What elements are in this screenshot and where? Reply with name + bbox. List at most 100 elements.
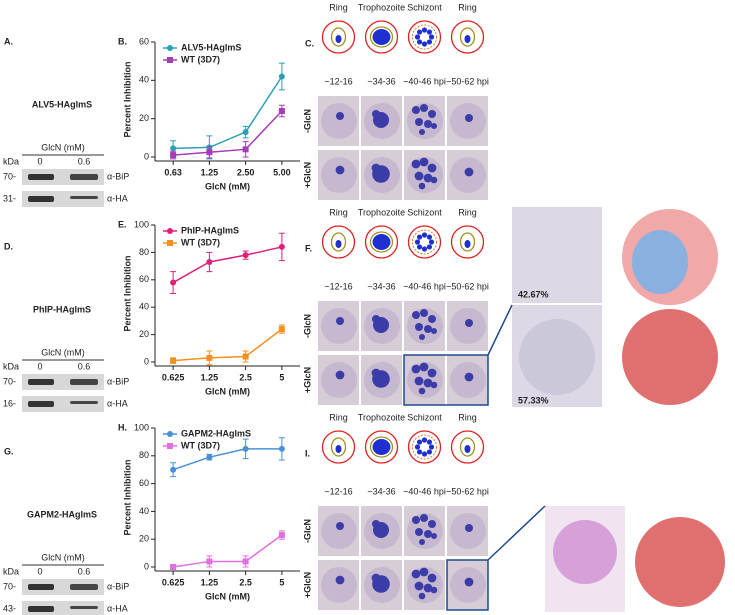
- stain: [419, 567, 429, 577]
- kda-marker: 16-: [3, 398, 16, 408]
- parasite-icon: [464, 445, 471, 453]
- panel-label: F.: [305, 243, 312, 253]
- marker: [242, 252, 249, 259]
- stain: [424, 530, 432, 538]
- parasite-icon: [372, 234, 391, 250]
- pv-icon: [369, 436, 394, 458]
- cartoon-rbc: [622, 309, 718, 405]
- micrograph: [447, 96, 488, 146]
- merozoite-icon: [416, 29, 423, 35]
- merozoite-icon: [426, 29, 433, 35]
- parasite-icon: [464, 240, 471, 248]
- stain: [419, 539, 425, 545]
- x-tick-label: 0.625: [162, 372, 185, 382]
- x-tick-label: 1.25: [201, 577, 219, 587]
- legend-marker: [167, 431, 173, 437]
- stain: [465, 319, 473, 327]
- percent-label: 42.67%: [518, 289, 549, 299]
- marker: [242, 129, 249, 136]
- marker: [170, 279, 177, 286]
- pv-icon: [459, 232, 476, 252]
- stage-label: Ring: [458, 412, 477, 422]
- marker: [206, 354, 213, 361]
- stage-label: Ring: [329, 207, 348, 217]
- stain: [430, 176, 438, 184]
- strain-name: ALV5-HAglmS: [32, 99, 92, 109]
- panel-label: G.: [4, 446, 14, 456]
- rbc-icon: [407, 430, 442, 464]
- pv-icon: [412, 434, 437, 460]
- y-tick-label: 80: [139, 450, 149, 460]
- blot: [22, 169, 104, 185]
- band: [70, 606, 98, 609]
- x-tick-label: 5: [279, 577, 284, 587]
- kda-marker: 31-: [3, 193, 16, 203]
- lane-label: 0: [37, 156, 42, 166]
- y-axis-label: Percent Inhibition: [122, 459, 132, 535]
- merozoite-icon: [414, 34, 421, 40]
- stain: [412, 516, 420, 524]
- legend-marker: [167, 228, 173, 234]
- merozoite-icon: [421, 451, 428, 457]
- marker: [278, 532, 285, 539]
- legend-label: ALV5-HAglmS: [181, 42, 241, 52]
- y-tick-label: 100: [134, 422, 149, 432]
- merozoite-icon: [426, 39, 433, 45]
- x-tick-label: 5.00: [273, 167, 291, 177]
- stain: [420, 104, 428, 112]
- y-tick-label: 100: [134, 219, 149, 229]
- panel-label: C.: [305, 38, 314, 48]
- x-tick-label: 2.50: [237, 167, 255, 177]
- stage-label: Trophozoite: [358, 2, 405, 12]
- merozoite-icon: [421, 27, 428, 33]
- x-axis-label: GlcN (mM): [205, 181, 250, 191]
- stain: [372, 520, 380, 528]
- parasite-icon: [335, 35, 342, 43]
- stage-label: Ring: [458, 207, 477, 217]
- stain: [427, 368, 437, 378]
- stain: [464, 372, 474, 382]
- stain: [336, 112, 344, 120]
- legend-marker: [167, 45, 173, 51]
- micrograph: [404, 506, 445, 556]
- y-tick-label: 60: [139, 478, 149, 488]
- stain: [420, 309, 428, 317]
- micrograph: [361, 150, 402, 200]
- zoom-rbc: [519, 319, 595, 395]
- kda-label: kDa: [3, 566, 19, 576]
- parasite-icon: [335, 445, 342, 453]
- micrograph: [404, 150, 445, 200]
- stain: [336, 317, 344, 325]
- blot: [22, 579, 104, 595]
- stage-label: Schizont: [407, 2, 442, 12]
- kda-marker: 70-: [3, 171, 16, 181]
- lane-label: 0: [37, 361, 42, 371]
- parasite-icon: [372, 439, 391, 455]
- micrograph: [318, 96, 359, 146]
- callout: [403, 304, 513, 406]
- strain-name: PhIP-HAglmS: [33, 304, 91, 314]
- time-label: ~40-46 hpi: [403, 76, 446, 86]
- time-label: ~34-36: [367, 281, 395, 291]
- stain: [424, 120, 432, 128]
- percent-label: 57.33%: [518, 395, 549, 405]
- parasite-icon: [372, 29, 391, 45]
- merozoite-icon: [428, 239, 435, 245]
- band: [28, 174, 54, 180]
- legend-marker: [167, 240, 173, 246]
- merozoite-icon: [416, 449, 423, 455]
- x-tick-label: 1.25: [201, 372, 219, 382]
- merozoite-icon: [428, 444, 435, 450]
- y-tick-label: 0: [144, 151, 149, 161]
- y-tick-label: 20: [139, 113, 149, 123]
- stage-label: Ring: [329, 2, 348, 12]
- pv-icon: [369, 231, 394, 253]
- legend-label: PhIP-HAglmS: [181, 225, 239, 235]
- time-label: ~40-46 hpi: [403, 486, 446, 496]
- lane-label: 0.6: [78, 156, 91, 166]
- panel-label: A.: [4, 36, 13, 46]
- y-tick-label: 0: [144, 561, 149, 571]
- x-axis-label: GlcN (mM): [205, 386, 250, 396]
- pv-icon: [369, 26, 394, 48]
- legend-label: WT (3D7): [181, 440, 220, 450]
